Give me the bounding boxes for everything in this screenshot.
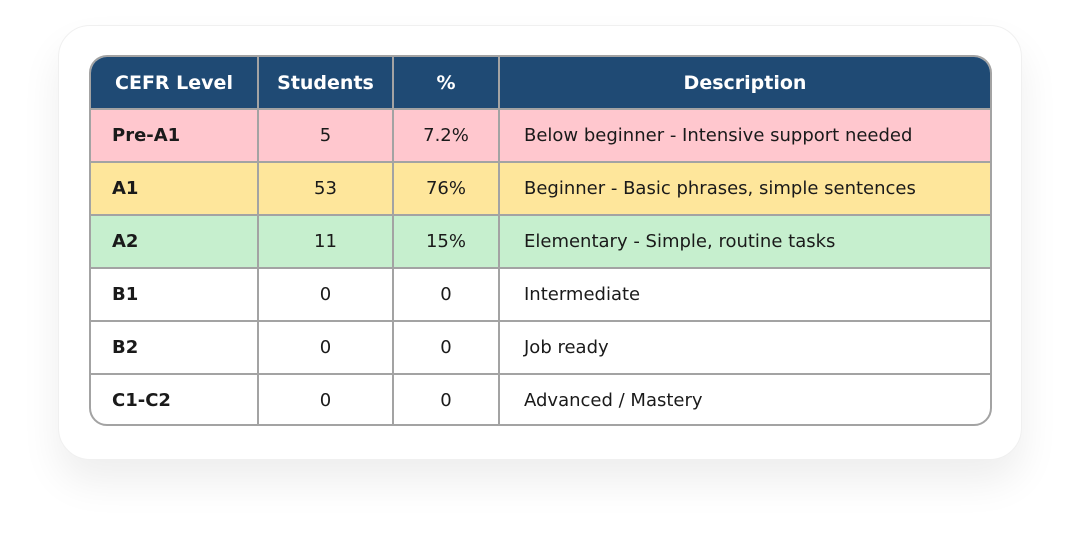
header-cell: % xyxy=(392,57,499,109)
table-frame: CEFR Level Students% Description Pre-A1 5 7.… xyxy=(89,55,992,426)
number-cell: 7.2% xyxy=(392,108,499,162)
table-row: B1 0 0 Intermediate xyxy=(91,267,990,321)
header-cell: Students xyxy=(257,57,393,109)
number-cell: 53 xyxy=(257,161,393,215)
description-cell: Below beginner - Intensive support neede… xyxy=(498,108,990,162)
description-cell: Elementary - Simple, routine tasks xyxy=(498,214,990,268)
table-row: A2 11 15% Elementary - Simple, routine task… xyxy=(91,214,990,268)
table-row: B2 0 0 Job ready xyxy=(91,320,990,374)
number-cell: 76% xyxy=(392,161,499,215)
number-cell: 0 xyxy=(257,320,393,374)
description-cell: Intermediate xyxy=(498,267,990,321)
number-cell: 0 xyxy=(257,373,393,424)
header-row: CEFR Level Students% Description xyxy=(91,57,990,109)
level-cell: Pre-A1 xyxy=(91,108,258,162)
number-cell: 0 xyxy=(257,267,393,321)
header-cell: Description xyxy=(498,57,990,109)
number-cell: 15% xyxy=(392,214,499,268)
header-cell: CEFR Level xyxy=(91,57,258,109)
table-row: Pre-A1 5 7.2% Below beginner - Intensive su… xyxy=(91,108,990,162)
level-cell: A2 xyxy=(91,214,258,268)
table-body: Pre-A1 5 7.2% Below beginner - Intensive su… xyxy=(91,108,990,424)
number-cell: 0 xyxy=(392,373,499,424)
description-cell: Beginner - Basic phrases, simple sentenc… xyxy=(498,161,990,215)
level-cell: B1 xyxy=(91,267,258,321)
level-cell: B2 xyxy=(91,320,258,374)
table-row: C1-C2 0 0 Advanced / Mastery xyxy=(91,373,990,424)
description-cell: Job ready xyxy=(498,320,990,374)
number-cell: 0 xyxy=(392,267,499,321)
level-cell: A1 xyxy=(91,161,258,215)
number-cell: 0 xyxy=(392,320,499,374)
number-cell: 11 xyxy=(257,214,393,268)
description-cell: Advanced / Mastery xyxy=(498,373,990,424)
level-cell: C1-C2 xyxy=(91,373,258,424)
cefr-table: CEFR Level Students% Description Pre-A1 5 7.… xyxy=(91,57,990,424)
table-row: A1 53 76% Beginner - Basic phrases, simple … xyxy=(91,161,990,215)
number-cell: 5 xyxy=(257,108,393,162)
